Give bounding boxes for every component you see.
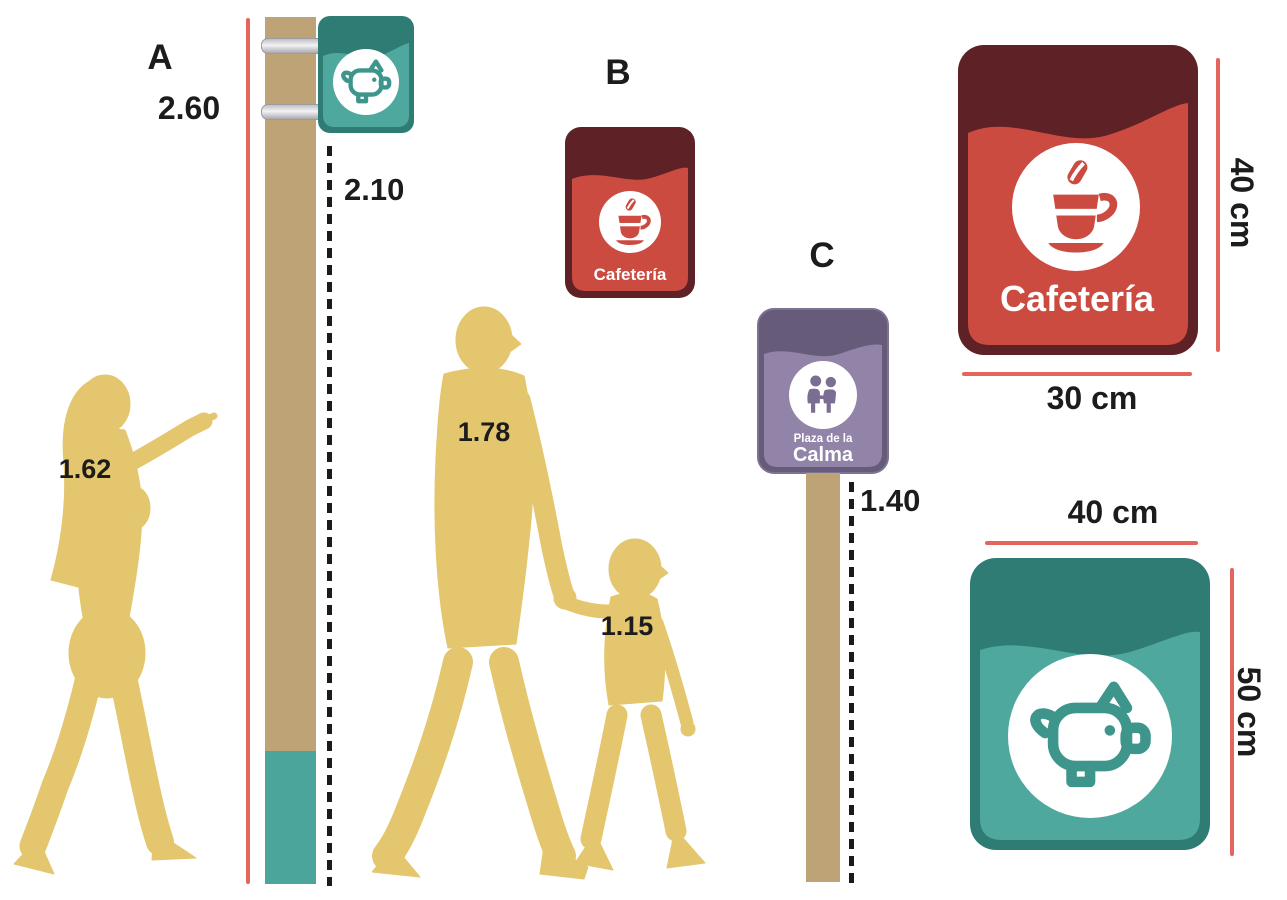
sign-b-cafeteria-text: Cafetería xyxy=(594,265,667,284)
scenario-a-total-height-label: 2.60 xyxy=(157,90,221,126)
cafeteria-width-dimension: 30 cm xyxy=(1046,380,1138,416)
scenario-a-letter: A xyxy=(147,38,173,77)
scenario-a-clearance-dashed-line xyxy=(327,146,332,886)
coffee-cup-icon xyxy=(616,198,651,246)
cafeteria-sign-detail: Cafetería xyxy=(958,45,1198,355)
scenario-b-letter: B xyxy=(605,53,631,92)
sign-b-cafeteria-sign: Cafetería xyxy=(565,127,695,298)
scenario-a-pole xyxy=(265,17,316,884)
man-silhouette xyxy=(372,306,589,880)
coffee-cup-icon xyxy=(1048,160,1118,253)
pig-icon xyxy=(1030,681,1151,788)
scenario-a-measure-line xyxy=(246,18,250,884)
child-height-label: 1.15 xyxy=(600,611,654,641)
man-height-label: 1.78 xyxy=(457,417,511,447)
scenario-c-letter: C xyxy=(809,236,835,275)
pig-sign-width-dimension: 40 cm xyxy=(1067,494,1159,530)
cafeteria-width-measure-line xyxy=(962,372,1192,376)
woman-silhouette xyxy=(13,374,218,875)
scenario-c-clearance-label: 1.40 xyxy=(860,483,921,518)
scenario-c-clearance-dashed-line xyxy=(849,482,854,888)
sign-c-plaza-line2: Calma xyxy=(793,444,854,466)
woman-height-label: 1.62 xyxy=(58,454,112,484)
pig-sign-height-dimension: 50 cm xyxy=(1231,666,1267,758)
child-silhouette xyxy=(556,538,706,871)
scenario-c-pole xyxy=(806,473,840,882)
scenario-a-pole-painted-base xyxy=(265,751,316,884)
pig-sign-height-measure-line xyxy=(1230,568,1234,856)
sign-c-plaza-sign: Plaza de la Calma xyxy=(757,308,889,474)
scenario-a-clearance-label: 2.10 xyxy=(344,172,405,207)
pig-sign-detail xyxy=(970,558,1210,850)
two-people-icon xyxy=(807,375,837,413)
sign-c-plaza-line1: Plaza de la xyxy=(794,433,853,445)
cafeteria-height-dimension: 40 cm xyxy=(1224,157,1260,249)
sign-a-pig-sign xyxy=(318,16,414,133)
cafeteria-sign-text: Cafetería xyxy=(1000,278,1155,319)
pig-icon xyxy=(341,59,392,104)
pig-sign-width-measure-line xyxy=(985,541,1198,545)
cafeteria-height-measure-line xyxy=(1216,58,1220,352)
